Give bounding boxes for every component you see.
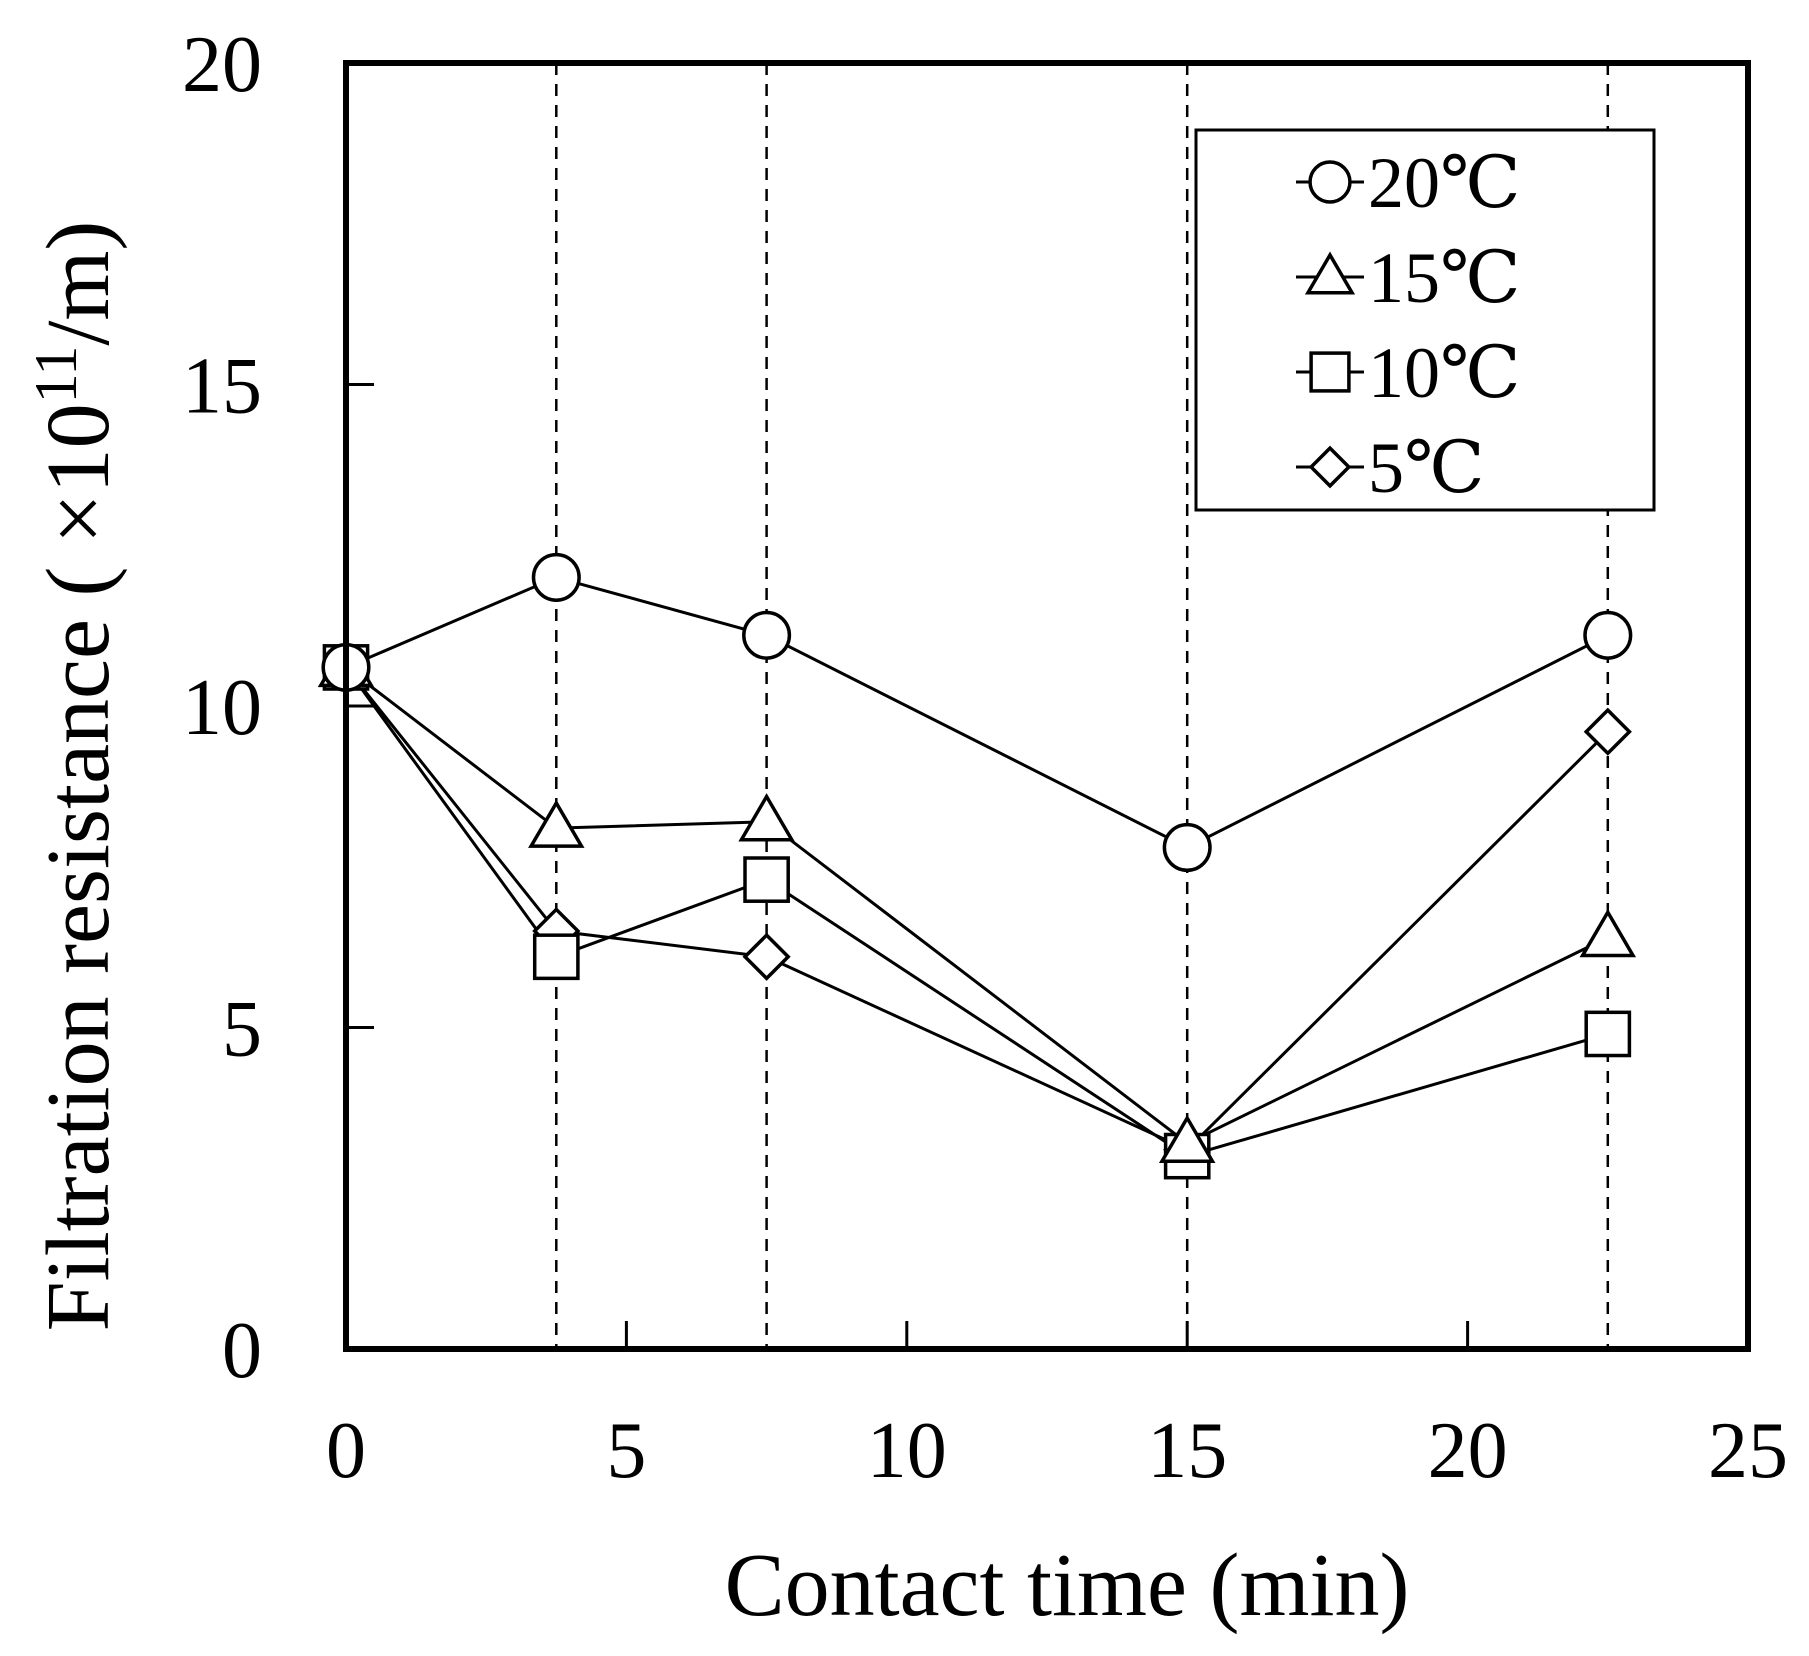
y-tick-label: 0 — [222, 1307, 262, 1395]
marker-diamond — [1308, 445, 1352, 489]
legend-label: 15℃ — [1368, 238, 1521, 318]
x-tick-label: 5 — [606, 1407, 646, 1495]
legend-label: 20℃ — [1368, 143, 1521, 223]
marker-diamond — [1583, 707, 1632, 756]
marker-circle — [1162, 822, 1212, 873]
series-line-circle — [345, 575, 1609, 850]
x-axis-title: Contact time (min) — [725, 1536, 1410, 1635]
legend-box — [1194, 128, 1656, 512]
marker-square — [1309, 351, 1351, 393]
y-tick-label: 5 — [222, 986, 262, 1074]
x-tick-label: 0 — [326, 1407, 366, 1495]
x-tick-label: 10 — [867, 1407, 947, 1495]
x-tick-label: 20 — [1428, 1407, 1508, 1495]
x-tick-label: 25 — [1708, 1407, 1788, 1495]
y-tick-label: 20 — [182, 21, 262, 109]
marker-circle — [742, 610, 792, 660]
marker-square — [1584, 1010, 1632, 1058]
axis-ticks: 0 5 10 15 20 25 0 5 10 15 20 — [182, 21, 1788, 1495]
series-group — [317, 552, 1637, 1180]
y-axis-title-prefix: Filtration resistance ( — [29, 544, 128, 1331]
legend-label: 10℃ — [1368, 333, 1521, 413]
y-axis-title-base: 10 — [29, 403, 128, 493]
marker-triangle — [528, 799, 585, 848]
marker-circle — [1583, 610, 1633, 660]
marker-triangle — [1158, 1114, 1216, 1163]
marker-triangle — [1579, 908, 1637, 958]
y-axis-title-times: × — [29, 493, 128, 544]
y-axis-title-suffix: /m) — [29, 221, 128, 346]
marker-circle — [531, 552, 581, 602]
marker-triangle — [738, 793, 795, 842]
marker-circle — [1308, 160, 1352, 204]
legend: 20℃ 15℃ 10℃ 5℃ — [1194, 128, 1656, 512]
x-tick-label: 15 — [1147, 1407, 1227, 1495]
y-axis-title-exponent: 11 — [23, 346, 89, 404]
marker-square — [743, 856, 790, 903]
y-tick-label: 15 — [182, 343, 262, 431]
y-axis-title: Filtration resistance ( ×1011/m) — [23, 221, 128, 1332]
legend-label: 5℃ — [1368, 428, 1485, 508]
marker-diamond — [742, 932, 791, 981]
y-tick-label: 10 — [182, 664, 262, 752]
marker-square — [532, 933, 580, 981]
marker-triangle — [1304, 251, 1356, 295]
